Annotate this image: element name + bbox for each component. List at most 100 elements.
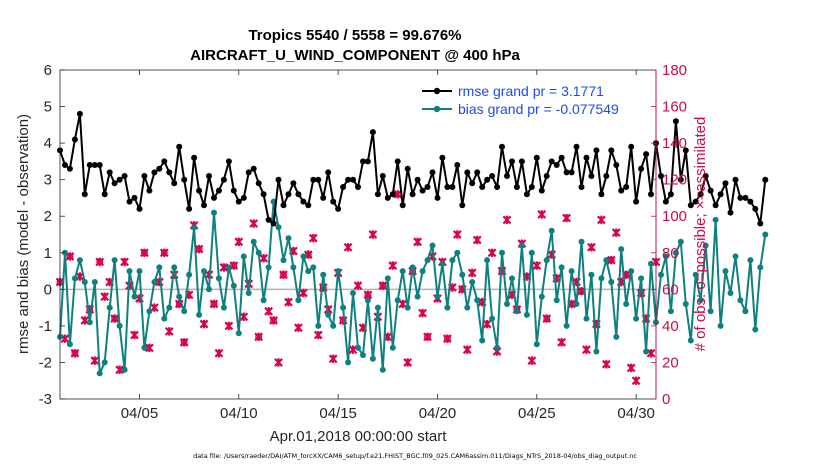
y-right-tick-label: 20	[662, 354, 679, 371]
rmse-point	[509, 158, 515, 165]
obs-assimilated-marker	[224, 321, 234, 331]
y-right-tick-label: 120	[662, 172, 687, 189]
rmse-point	[295, 191, 302, 198]
obs-assimilated-marker	[254, 332, 264, 342]
bias-point	[608, 279, 615, 285]
x-tick-label: 04/20	[419, 405, 457, 422]
bias-point	[717, 322, 724, 329]
rmse-point	[404, 165, 411, 172]
rmse-point	[672, 118, 679, 125]
x-axis-ticks: 04/05 04/10 04/15 04/20 04/25 04/30	[121, 70, 655, 422]
bias-point	[533, 341, 540, 348]
bias-point	[583, 315, 590, 322]
rmse-point	[578, 184, 585, 190]
x-axis-label: Apr.01,2018 00:00:00 start	[270, 428, 448, 445]
rmse-point	[563, 169, 570, 176]
obs-assimilated-marker	[313, 330, 323, 340]
bias-point	[598, 275, 605, 282]
obs-assimilated-marker	[537, 210, 547, 219]
y-tick-label: 2	[44, 208, 52, 225]
rmse-point	[737, 194, 744, 201]
bias-point	[71, 275, 78, 282]
rmse-point	[538, 187, 545, 194]
rmse-point	[66, 165, 73, 172]
bias-point	[737, 297, 744, 304]
bias-point	[454, 249, 461, 256]
rmse-point	[230, 187, 237, 194]
bias-point	[553, 297, 560, 304]
bias-point	[280, 257, 287, 264]
rmse-point	[225, 158, 232, 165]
bias-point	[166, 304, 173, 311]
rmse-point	[638, 165, 645, 172]
rmse-point	[206, 173, 212, 179]
rmse-point	[379, 173, 386, 179]
bias-point	[499, 249, 505, 256]
rmse-point	[757, 220, 764, 227]
obs-assimilated-marker	[467, 268, 477, 278]
rmse-point	[166, 169, 173, 176]
bias-point	[712, 216, 719, 223]
obs-assimilated-marker	[596, 215, 606, 225]
rmse-point	[260, 191, 267, 198]
y-tick-label: 0	[44, 281, 52, 298]
obs-assimilated-marker	[259, 253, 269, 263]
rmse-point	[528, 184, 535, 190]
rmse-point	[662, 198, 669, 205]
obs-assimilated-marker	[199, 319, 209, 329]
rmse-point	[588, 173, 595, 179]
rmse-point	[156, 165, 163, 172]
chart-title-line1: Tropics 5540 / 5558 = 99.676%	[248, 27, 461, 44]
bias-point	[563, 322, 570, 329]
y-tick-label: 3	[44, 172, 52, 189]
bias-point	[211, 209, 217, 216]
obs-assimilated-marker	[100, 292, 110, 302]
rmse-point	[369, 129, 376, 136]
bias-point	[643, 348, 650, 355]
bias-point	[275, 224, 282, 231]
rmse-point	[355, 184, 361, 190]
rmse-point	[618, 187, 625, 194]
y-right-tick-label: 140	[662, 135, 687, 152]
bias-point	[220, 304, 227, 311]
rmse-point	[558, 154, 565, 161]
rmse-point	[270, 220, 277, 227]
rmse-point	[633, 198, 640, 205]
y-axis-ticks: -3 -2 -1 0 1 2 3 4 5 6	[39, 62, 65, 408]
rmse-point	[658, 173, 664, 179]
rmse-point	[325, 169, 332, 176]
rmse-point	[360, 158, 366, 165]
y-tick-label: 1	[44, 245, 52, 262]
rmse-point	[280, 202, 287, 209]
rmse-point	[116, 176, 123, 183]
bias-point	[265, 264, 272, 271]
bias-point	[613, 333, 620, 340]
rmse-point	[335, 205, 342, 212]
obs-assimilated-marker	[274, 358, 283, 367]
y-right-tick-label: 0	[662, 391, 670, 408]
rmse-point	[414, 176, 421, 183]
bias-series	[57, 198, 769, 377]
rmse-point	[196, 187, 203, 194]
rmse-series	[57, 110, 769, 227]
bias-point	[330, 322, 337, 329]
rmse-point	[374, 191, 381, 198]
rmse-point	[712, 202, 719, 209]
bias-point	[201, 268, 207, 275]
bias-point	[677, 238, 684, 245]
obs-assimilated-marker	[482, 319, 492, 329]
y-tick-label: -3	[39, 391, 52, 408]
bias-point	[305, 268, 312, 275]
bias-point	[648, 260, 654, 267]
bias-point	[523, 311, 530, 318]
chart-title-line2: AIRCRAFT_U_WIND_COMPONENT @ 400 hPa	[190, 47, 520, 64]
bias-point	[146, 308, 153, 315]
bias-point	[285, 235, 292, 242]
obs-assimilated-marker	[343, 242, 353, 252]
rmse-point	[161, 158, 168, 165]
rmse-point	[86, 162, 93, 168]
rmse-point	[394, 158, 401, 165]
bias-point	[489, 315, 496, 322]
rmse-point	[201, 202, 207, 209]
bias-point	[692, 271, 699, 278]
